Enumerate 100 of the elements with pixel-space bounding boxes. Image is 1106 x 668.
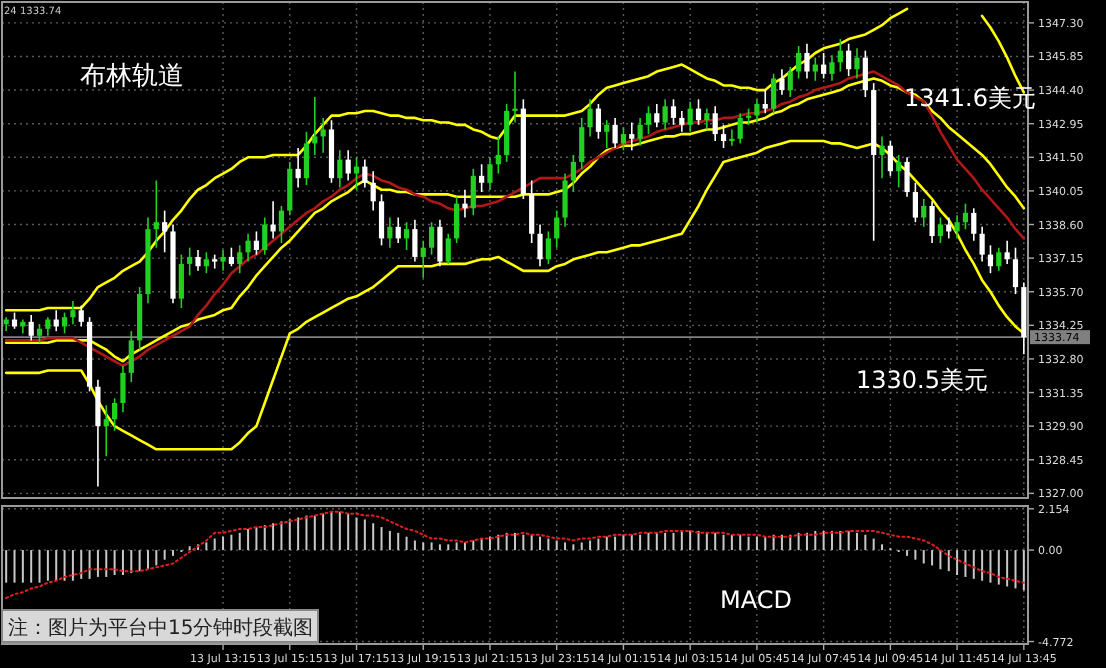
candlestick	[612, 117, 618, 149]
candlestick	[770, 73, 777, 115]
candlestick	[737, 112, 743, 145]
candlestick	[862, 49, 868, 98]
candlestick	[896, 154, 902, 189]
candlestick	[587, 98, 593, 138]
candlestick	[395, 216, 401, 244]
candlestick	[195, 249, 201, 272]
candlestick	[387, 216, 393, 249]
candlestick	[512, 70, 518, 124]
candlestick	[504, 103, 510, 163]
candlestick	[654, 103, 660, 128]
candlestick	[320, 117, 326, 154]
candlestick	[278, 205, 285, 244]
candlestick	[445, 232, 451, 265]
candlestick	[487, 156, 493, 191]
candlestick	[36, 323, 43, 344]
candlestick	[312, 96, 318, 156]
candlestick	[537, 223, 543, 268]
candlestick	[78, 304, 84, 328]
candlestick	[787, 66, 793, 98]
candlestick	[287, 161, 293, 217]
candlestick	[295, 147, 301, 189]
candlestick	[912, 181, 918, 223]
candlestick	[979, 226, 985, 263]
candlestick	[971, 207, 977, 242]
annotation: MACD	[720, 586, 792, 614]
candlestick	[61, 311, 68, 335]
candlestick	[462, 188, 468, 219]
candlestick	[529, 179, 535, 244]
candlestick	[545, 230, 551, 265]
candlestick	[829, 54, 835, 82]
candlestick	[253, 230, 260, 256]
candlestick	[604, 119, 610, 149]
candlestick	[28, 314, 34, 342]
candlestick	[937, 216, 944, 244]
candlestick	[554, 209, 560, 249]
candlestick	[220, 249, 226, 272]
candlestick	[378, 193, 385, 247]
candlestick	[796, 45, 802, 80]
candlestick	[570, 154, 576, 193]
candlestick	[137, 286, 143, 351]
candlestick	[337, 149, 343, 189]
candlestick	[412, 219, 418, 263]
candlestick	[679, 110, 685, 133]
annotation: 布林轨道	[80, 62, 184, 92]
candlestick	[712, 105, 718, 142]
candlestick	[420, 239, 426, 279]
candlestick	[470, 168, 476, 217]
candlestick	[812, 56, 818, 82]
candlestick	[45, 316, 51, 337]
candlestick	[437, 219, 443, 268]
candlestick	[270, 200, 276, 240]
candlestick	[303, 130, 310, 186]
candlestick	[854, 47, 860, 80]
candlestick	[112, 397, 118, 432]
candlestick	[1004, 239, 1010, 265]
annotation: 1330.5美元	[856, 366, 988, 394]
candlestick	[670, 98, 677, 126]
candlestick	[345, 149, 351, 182]
candlestick	[579, 117, 585, 170]
candlestick	[704, 107, 710, 131]
candlestick	[720, 124, 727, 149]
candlestick	[187, 246, 193, 277]
candlestick	[987, 244, 994, 274]
candlestick	[695, 98, 702, 126]
candlestick	[821, 52, 827, 80]
candlestick	[403, 221, 410, 251]
candlestick	[262, 216, 268, 256]
candlestick	[929, 200, 935, 244]
candlestick	[103, 404, 109, 458]
candlestick	[212, 253, 218, 270]
candlestick	[428, 221, 435, 256]
candlestick	[228, 246, 234, 268]
candlestick	[762, 89, 768, 115]
candlestick	[178, 253, 184, 309]
candlestick	[954, 214, 960, 240]
candlestick	[1012, 246, 1019, 295]
candlestick	[687, 100, 693, 133]
candlestick	[595, 103, 602, 140]
candlestick	[645, 105, 652, 135]
candlestick	[95, 378, 101, 488]
candlestick	[128, 330, 134, 383]
candlestick	[629, 121, 635, 152]
candlestick	[237, 244, 243, 274]
candlestick	[837, 38, 843, 73]
candlestick	[370, 170, 376, 212]
candlestick	[921, 198, 927, 228]
candlestick	[245, 232, 251, 263]
candlestick	[887, 140, 893, 177]
candlestick	[996, 246, 1002, 272]
candlestick	[620, 126, 627, 152]
annotation: 注：图片为平台中15分钟时段截图	[8, 616, 314, 640]
candlestick	[70, 300, 76, 325]
candlestick	[904, 156, 910, 198]
candlestick	[879, 135, 885, 179]
candlestick	[804, 42, 810, 80]
candlestick	[846, 42, 852, 77]
candlestick	[203, 251, 209, 274]
candlestick	[562, 172, 568, 228]
